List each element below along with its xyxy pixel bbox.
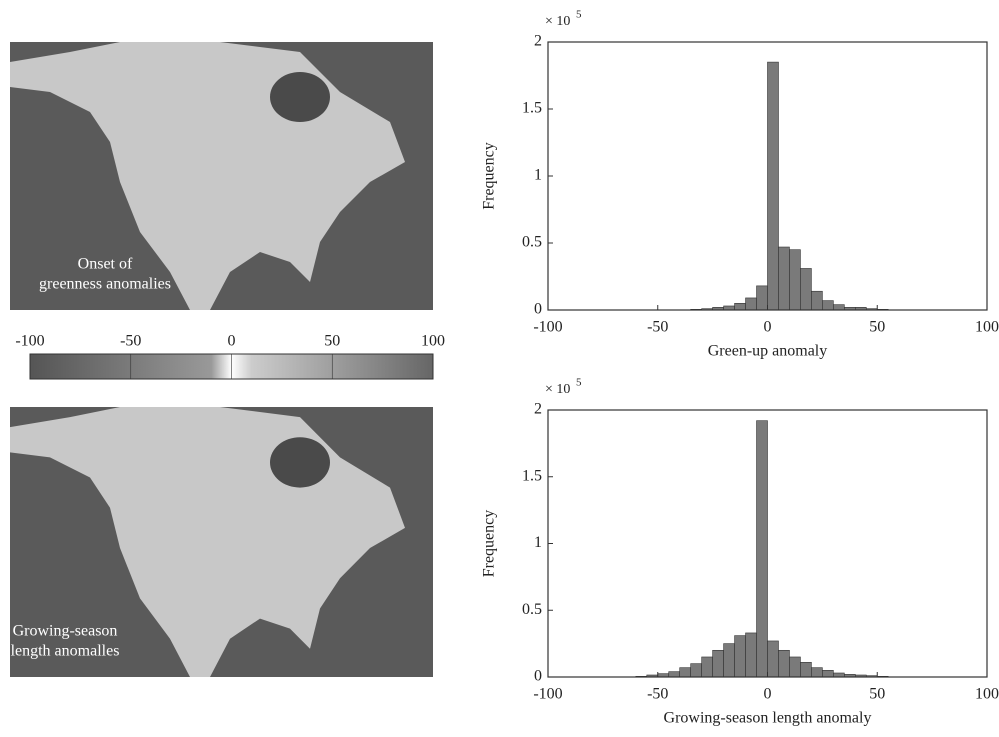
bar	[679, 667, 691, 678]
colorbar-tick-label: -50	[120, 333, 141, 350]
bar	[756, 420, 768, 678]
y-tick-label: 2	[534, 33, 542, 50]
bar	[701, 656, 713, 678]
x-tick-label: -50	[647, 686, 668, 703]
map-annotation: Onset of	[78, 256, 133, 273]
y-axis-label: Frequency	[481, 510, 498, 578]
bar	[723, 643, 735, 678]
y-tick-label: 1	[534, 167, 542, 184]
x-axis-label: Growing-season length anomaly	[664, 710, 872, 727]
x-tick-label: -100	[533, 686, 562, 703]
x-tick-label: 100	[975, 686, 999, 703]
y-tick-label: 1.5	[522, 100, 542, 117]
colorbar-tick-label: -100	[15, 333, 44, 350]
bay	[270, 72, 330, 122]
colorbar-tick-label: 0	[228, 333, 236, 350]
x-tick-label: 0	[764, 319, 772, 336]
y-tick-label: 1	[534, 534, 542, 551]
colorbar-tick-label: 50	[324, 333, 340, 350]
x-tick-label: 50	[869, 686, 885, 703]
bar	[756, 285, 768, 311]
bar	[745, 297, 757, 311]
y-tick-label: 0.5	[522, 601, 542, 618]
x-tick-label: -100	[533, 319, 562, 336]
bar	[767, 61, 779, 311]
y-tick-label: 0	[534, 668, 542, 685]
bar	[712, 649, 724, 678]
bar	[723, 305, 735, 311]
bar	[822, 300, 834, 311]
bar	[811, 667, 823, 678]
y-scale-exponent: 5	[576, 377, 582, 389]
y-scale-base: × 10	[545, 382, 570, 397]
bay	[270, 437, 330, 488]
x-tick-label: 100	[975, 319, 999, 336]
bar	[778, 246, 790, 311]
bar	[833, 304, 845, 311]
x-tick-label: -50	[647, 319, 668, 336]
colorbar-tick-label: 100	[421, 333, 445, 350]
y-scale-base: × 10	[545, 14, 570, 29]
y-tick-label: 1.5	[522, 467, 542, 484]
bar	[800, 268, 812, 311]
bar	[668, 671, 680, 678]
bar	[800, 662, 812, 678]
y-tick-label: 0	[534, 301, 542, 318]
bar	[789, 249, 801, 311]
bar	[778, 649, 790, 678]
bar	[822, 670, 834, 678]
x-axis-label: Green-up anomaly	[708, 343, 828, 360]
bar	[789, 656, 801, 678]
bar	[833, 672, 845, 678]
map-annotation: Growing-season	[13, 623, 118, 640]
y-tick-label: 0.5	[522, 234, 542, 251]
bar	[767, 640, 779, 678]
y-axis-label: Frequency	[481, 142, 498, 210]
bar	[734, 635, 746, 678]
bar	[745, 632, 757, 678]
map-annotation: greenness anomalies	[39, 276, 171, 293]
bar	[734, 302, 746, 311]
y-tick-label: 2	[534, 401, 542, 418]
x-tick-label: 50	[869, 319, 885, 336]
x-tick-label: 0	[764, 686, 772, 703]
bar	[690, 663, 702, 678]
map-annotation: length anomalles	[11, 643, 120, 660]
bar	[811, 290, 823, 311]
y-scale-exponent: 5	[576, 9, 582, 21]
